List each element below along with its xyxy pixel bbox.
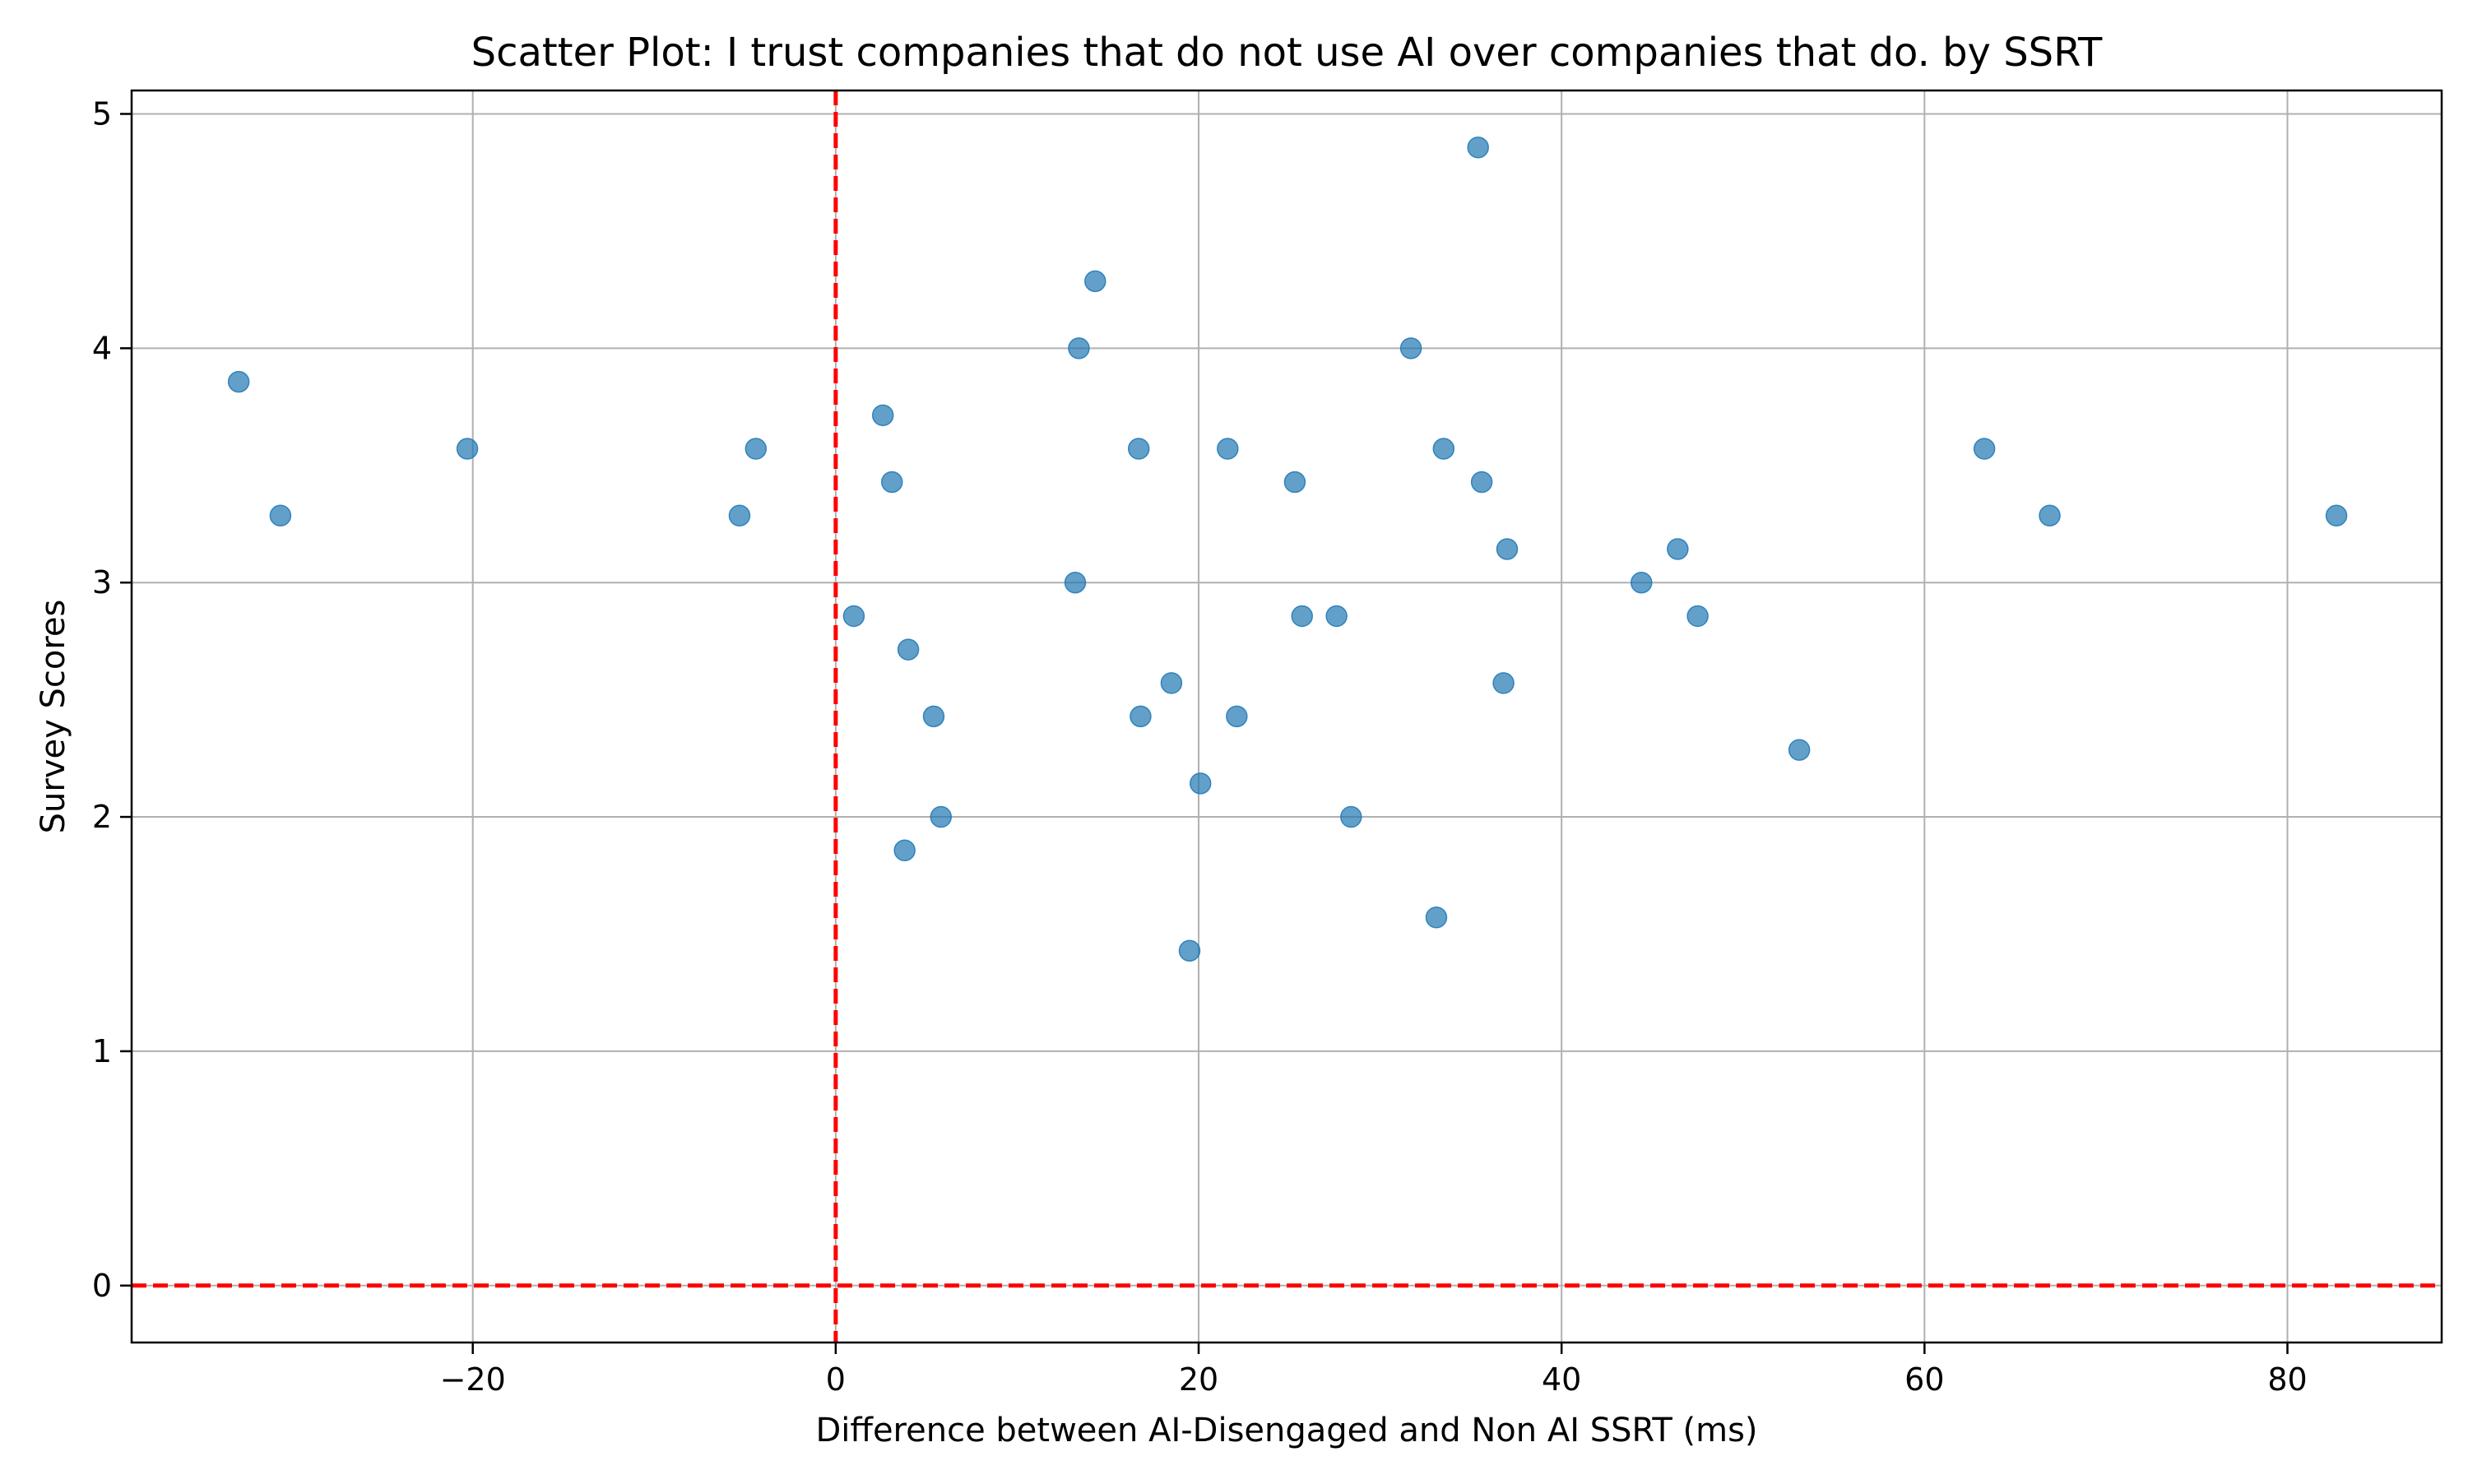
x-tick-label: 60 — [1904, 1361, 1944, 1398]
scatter-point — [1788, 739, 1811, 761]
scatter-point — [269, 504, 292, 526]
y-tick-label: 3 — [92, 564, 112, 601]
x-tick-label: 40 — [1542, 1361, 1581, 1398]
scatter-point — [1283, 471, 1306, 494]
y-tick-label: 1 — [92, 1033, 112, 1069]
scatter-point — [227, 370, 250, 393]
x-axis-ticks: −20 0 20 40 60 80 — [440, 1343, 2308, 1398]
reference-lines — [132, 90, 2442, 1343]
scatter-point — [1425, 907, 1448, 929]
scatter-point — [1470, 471, 1493, 494]
scatter-point — [456, 438, 479, 460]
scatter-point — [1973, 438, 1996, 460]
scatter-point — [1160, 672, 1183, 694]
x-tick-label: −20 — [440, 1361, 506, 1398]
scatter-point — [1291, 605, 1313, 628]
scatter-point — [871, 404, 894, 427]
scatter-point — [1325, 605, 1348, 628]
scatter-point — [1084, 270, 1106, 293]
scatter-point — [1068, 337, 1090, 359]
scatter-point — [1226, 705, 1248, 728]
scatter-point — [1399, 337, 1422, 359]
scatter-point — [1130, 705, 1152, 728]
scatter-point — [1189, 772, 1212, 795]
scatter-point — [1667, 538, 1689, 560]
scatter-point — [2039, 504, 2061, 526]
scatter-point — [1630, 571, 1653, 594]
y-tick-label: 5 — [92, 95, 112, 132]
scatter-point — [1217, 438, 1239, 460]
y-tick-label: 4 — [92, 330, 112, 366]
data-points — [227, 136, 2348, 962]
x-tick-label: 80 — [2267, 1361, 2307, 1398]
scatter-point — [897, 638, 920, 661]
plot-frame — [130, 89, 2443, 1344]
scatter-point — [1492, 672, 1515, 694]
scatter-point — [1496, 538, 1519, 560]
scatter-point — [922, 705, 945, 728]
scatter-point — [1340, 805, 1362, 828]
x-tick-label: 0 — [826, 1361, 846, 1398]
y-axis-ticks: 0 1 2 3 4 5 — [92, 95, 132, 1304]
scatter-point — [930, 805, 953, 828]
scatter-point — [1467, 136, 1489, 159]
scatter-point — [745, 438, 768, 460]
y-tick-label: 0 — [92, 1268, 112, 1304]
scatter-point — [1686, 605, 1709, 628]
scatter-point — [893, 839, 916, 862]
scatter-point — [1178, 939, 1201, 962]
x-tick-label: 20 — [1179, 1361, 1218, 1398]
chart-title: Scatter Plot: I trust companies that do … — [471, 30, 2103, 76]
scatter-point — [2325, 504, 2348, 526]
y-tick-label: 2 — [92, 799, 112, 835]
scatter-point — [728, 504, 751, 526]
scatter-point — [1064, 571, 1087, 594]
grid-lines — [132, 90, 2442, 1343]
x-axis-label: Difference between AI-Disengaged and Non… — [815, 1412, 1757, 1449]
scatter-point — [842, 605, 865, 628]
scatter-point — [880, 471, 903, 494]
scatter-point — [1127, 438, 1150, 460]
y-axis-label: Survey Scores — [35, 600, 72, 834]
scatter-point — [1432, 438, 1455, 460]
